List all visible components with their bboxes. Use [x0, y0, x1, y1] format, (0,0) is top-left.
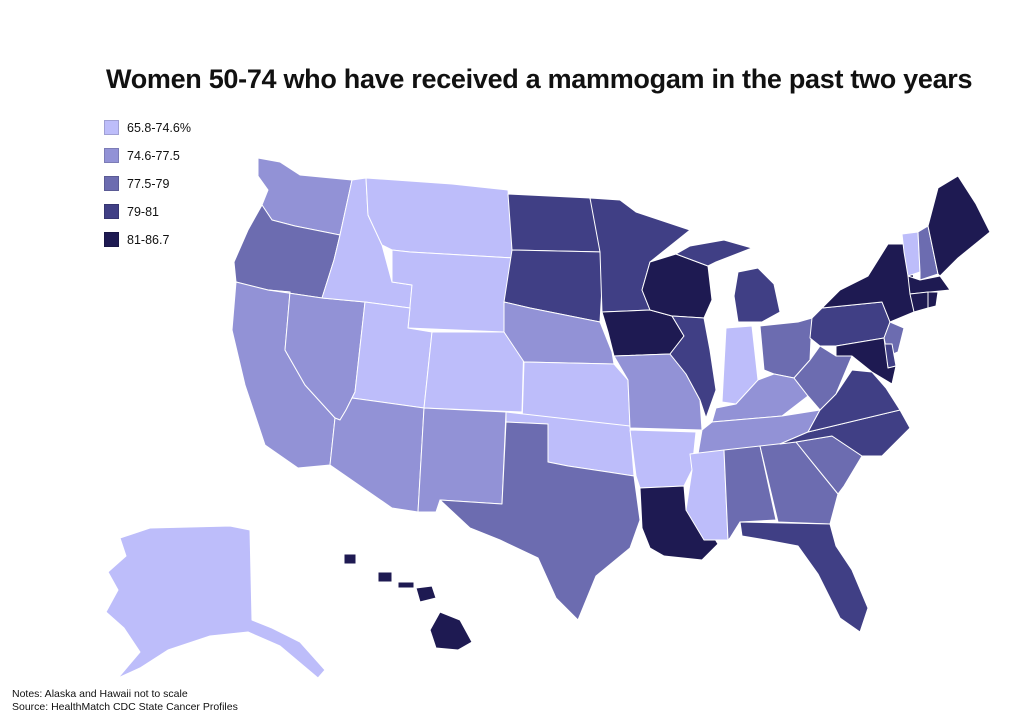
- state-me[interactable]: [927, 175, 991, 277]
- state-az[interactable]: [329, 397, 425, 513]
- state-ma[interactable]: [907, 275, 951, 295]
- legend-label: 79-81: [127, 204, 159, 219]
- map-title: Women 50-74 who have received a mammogam…: [106, 64, 973, 94]
- state-mi[interactable]: [733, 267, 781, 323]
- legend-item: 77.5-79: [104, 174, 191, 193]
- state-nm[interactable]: [417, 407, 507, 513]
- state-fl[interactable]: [739, 521, 869, 633]
- legend-swatch: [104, 204, 119, 219]
- legend-swatch: [104, 232, 119, 247]
- state-il[interactable]: [669, 315, 717, 419]
- notes-source: Source: HealthMatch CDC State Cancer Pro…: [12, 701, 238, 713]
- legend-item: 65.8-74.6%: [104, 118, 191, 137]
- state-ri[interactable]: [927, 291, 939, 309]
- state-la[interactable]: [639, 485, 719, 561]
- legend-label: 81-86.7: [127, 232, 170, 247]
- state-ar[interactable]: [629, 429, 697, 489]
- legend-label: 77.5-79: [127, 176, 170, 191]
- legend: 65.8-74.6% 74.6-77.5 77.5-79 79-81 81-86…: [104, 118, 191, 258]
- state-ia[interactable]: [601, 309, 685, 357]
- state-nh[interactable]: [917, 225, 939, 281]
- state-co[interactable]: [423, 331, 525, 413]
- legend-label: 74.6-77.5: [127, 148, 180, 163]
- legend-label: 65.8-74.6%: [127, 120, 191, 135]
- legend-swatch: [104, 176, 119, 191]
- notes-scale: Notes: Alaska and Hawaii not to scale: [12, 688, 188, 700]
- legend-item: 74.6-77.5: [104, 146, 191, 165]
- state-hi-kauai[interactable]: [343, 553, 357, 565]
- state-vt[interactable]: [901, 231, 921, 277]
- state-hi-big[interactable]: [429, 611, 473, 651]
- state-hi-maui[interactable]: [415, 585, 437, 603]
- legend-swatch: [104, 120, 119, 135]
- legend-item: 81-86.7: [104, 230, 191, 249]
- state-md[interactable]: [835, 337, 897, 385]
- state-mi-up[interactable]: [675, 239, 753, 267]
- legend-swatch: [104, 148, 119, 163]
- state-tx[interactable]: [439, 421, 641, 621]
- state-nd[interactable]: [507, 193, 605, 253]
- state-mt[interactable]: [365, 177, 515, 259]
- state-ak[interactable]: [105, 525, 326, 679]
- notes: Notes: Alaska and Hawaii not to scale So…: [12, 688, 238, 714]
- legend-item: 79-81: [104, 202, 191, 221]
- state-hi-oahu[interactable]: [377, 571, 393, 583]
- state-ne[interactable]: [503, 301, 615, 365]
- state-hi-molokai[interactable]: [397, 581, 415, 589]
